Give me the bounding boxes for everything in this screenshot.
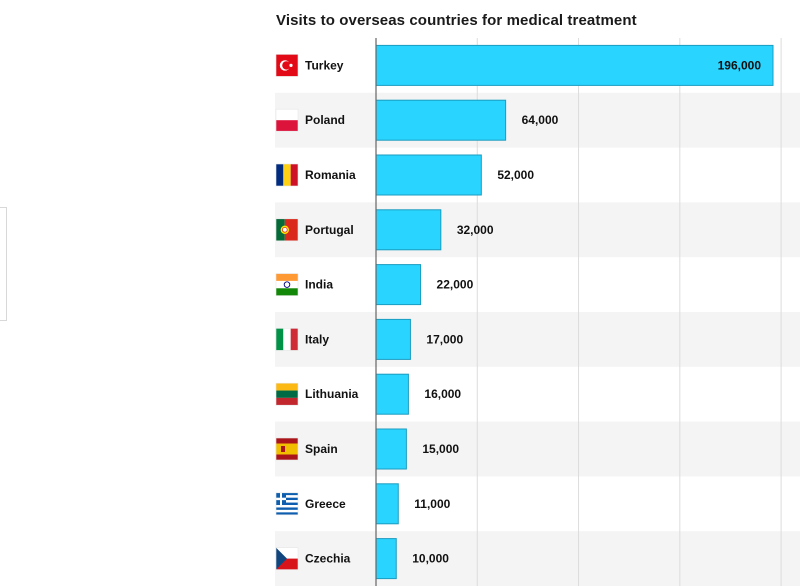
value-label: 10,000 <box>412 552 449 566</box>
category-label: Poland <box>305 113 345 127</box>
value-label: 196,000 <box>718 58 762 72</box>
value-label: 64,000 <box>522 113 559 127</box>
bar <box>375 483 399 525</box>
bar <box>375 209 442 251</box>
left-panel-edge <box>0 207 7 321</box>
lithuania-flag-icon <box>275 382 299 406</box>
category-label: Turkey <box>305 58 344 72</box>
value-labels: 196,000 64,000 52,000 32,000 22,000 17,000 16,… <box>412 58 761 565</box>
flags <box>275 54 299 570</box>
value-label: 11,000 <box>414 497 450 511</box>
category-label: Romania <box>305 168 356 182</box>
value-label: 32,000 <box>457 223 494 237</box>
chart-title: Visits to overseas countries for medical… <box>276 12 637 29</box>
value-label: 22,000 <box>437 278 474 292</box>
category-label: Czechia <box>305 552 351 566</box>
spain-flag-icon <box>275 437 299 461</box>
bar <box>375 538 397 580</box>
row-band <box>275 531 800 586</box>
greece-flag-icon <box>275 492 299 516</box>
category-label: Italy <box>305 332 329 346</box>
india-flag-icon <box>275 273 299 296</box>
bar <box>375 428 407 470</box>
row-bands <box>275 92 800 586</box>
bar <box>375 318 411 360</box>
category-label: Lithuania <box>305 387 359 401</box>
czechia-flag-icon <box>275 547 299 570</box>
row-band <box>275 312 800 367</box>
value-label: 52,000 <box>497 168 534 182</box>
turkey-flag-icon <box>275 54 299 77</box>
italy-flag-icon <box>275 328 299 351</box>
portugal-flag-icon <box>275 218 299 242</box>
value-label: 17,000 <box>426 332 463 346</box>
bar <box>375 264 422 306</box>
bar <box>375 154 482 196</box>
romania-flag-icon <box>275 163 299 187</box>
category-label: Greece <box>305 497 346 511</box>
row-band <box>275 92 800 148</box>
value-label: 15,000 <box>422 442 459 456</box>
row-band <box>275 202 800 258</box>
category-labels: Turkey Poland Romania Portugal India Italy Lit… <box>305 58 359 565</box>
category-label: India <box>305 278 333 292</box>
poland-flag-icon <box>275 108 299 132</box>
category-label: Portugal <box>305 223 354 237</box>
category-label: Spain <box>305 442 338 456</box>
value-label: 16,000 <box>424 387 461 401</box>
bar <box>375 373 409 415</box>
row-band <box>275 421 800 477</box>
bar <box>375 44 774 86</box>
bar <box>375 99 507 141</box>
